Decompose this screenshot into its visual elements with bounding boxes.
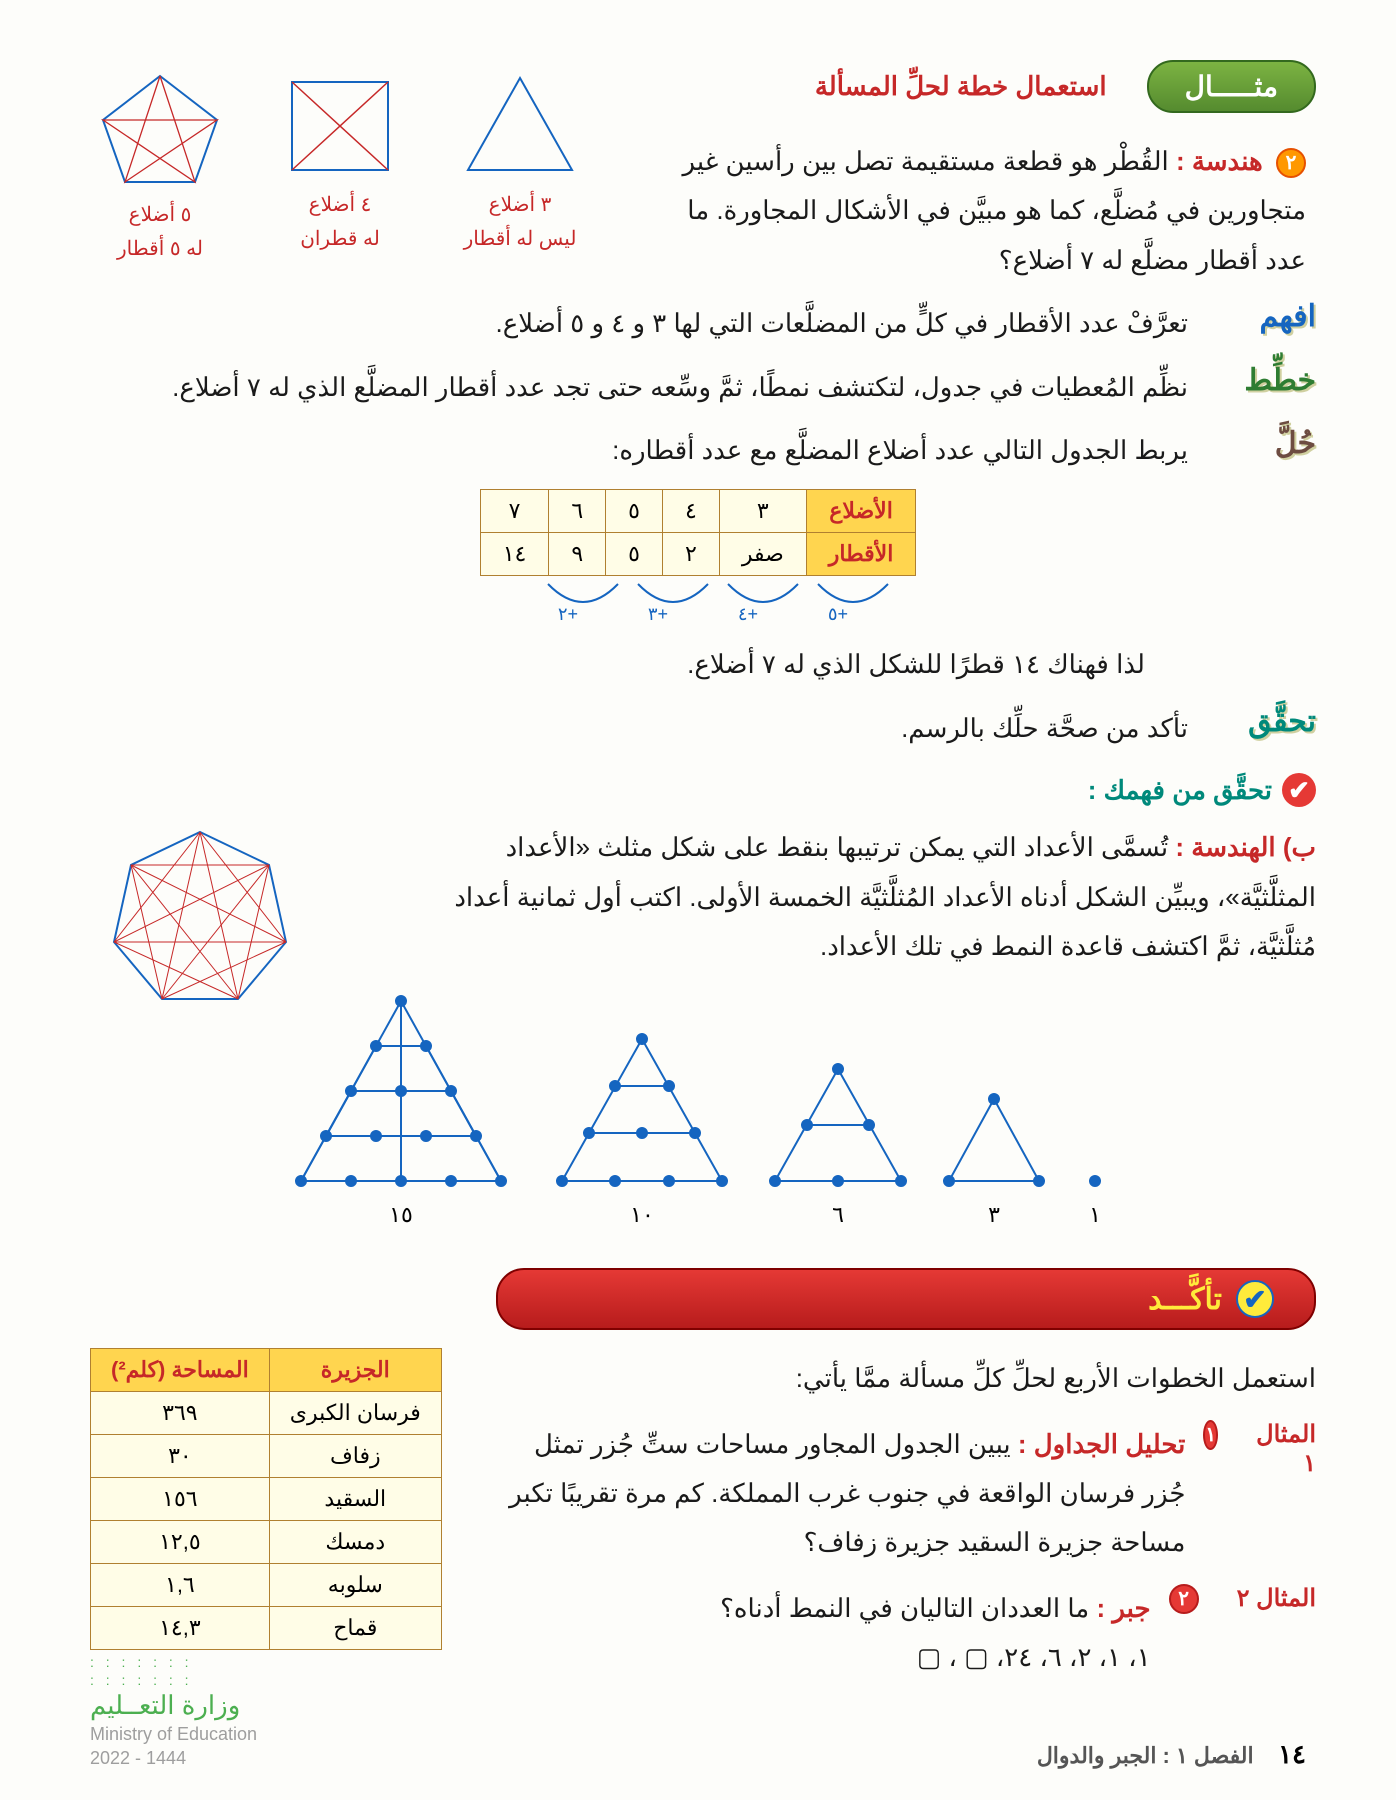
step-check: تحقَّق تأكد من صحَّة حلِّك بالرسم. [80, 704, 1316, 753]
text: تعرَّفْ عدد الأقطار في كلٍّ من المضلَّعا… [80, 299, 1188, 348]
n: ٦ [763, 1202, 913, 1228]
b-label: ب) الهندسة : [1175, 832, 1316, 862]
triangular-numbers: ١٥ ١٠ ٦ ٣ [80, 991, 1316, 1228]
topic: تحليل الجداول : [1018, 1429, 1186, 1459]
label: حُلَّ [1206, 426, 1316, 461]
chapter: الفصل ١ : الجبر والدوال [1037, 1743, 1254, 1768]
example-pill: مثـــــال [1147, 60, 1316, 113]
topic: جبر : [1096, 1593, 1150, 1623]
td: ٣٦٩ [91, 1392, 270, 1435]
td: ٢ [662, 533, 719, 576]
badge: ٢ [1169, 1584, 1199, 1614]
confirm-label: تأكَّـــد [1148, 1282, 1222, 1317]
ref: المثال ٢ [1237, 1584, 1316, 1613]
n: ١٥ [281, 1202, 521, 1228]
td: ١٢,٥ [91, 1521, 270, 1564]
ministry-ar: وزارة التعــليم [90, 1689, 257, 1723]
badge: ١ [1203, 1420, 1218, 1450]
check-icon: ✔ [1236, 1280, 1274, 1318]
td: فرسان الكبرى [269, 1392, 441, 1435]
td: ١٥٦ [91, 1478, 270, 1521]
td: ٧ [480, 490, 549, 533]
text: تأكد من صحَّة حلِّك بالرسم. [80, 704, 1188, 753]
td: دمسك [269, 1521, 441, 1564]
step-understand: افهم تعرَّفْ عدد الأقطار في كلٍّ من المض… [80, 299, 1316, 348]
pentagon-shape [95, 70, 225, 190]
heptagon-figure [100, 820, 300, 1025]
year: 2022 - 1444 [90, 1747, 257, 1770]
cap: له ٥ أقطار [90, 235, 230, 263]
cap: له قطران [270, 225, 410, 253]
cap: ٥ أضلاع [90, 201, 230, 229]
svg-text:+٢: +٢ [558, 604, 578, 624]
th: المساحة (كلم²) [91, 1349, 270, 1392]
td: ٣ [719, 490, 806, 533]
cap: ٤ أضلاع [270, 191, 410, 219]
check-icon: ✔ [1282, 773, 1316, 807]
square-shape [280, 70, 400, 180]
cap: ٣ أضلاع [450, 191, 590, 219]
td: السقيد [269, 1478, 441, 1521]
page-number: ١٤ [1278, 1739, 1306, 1769]
conclusion: لذا فهناك ١٤ قطرًا للشكل الذي له ٧ أضلاع… [516, 640, 1316, 689]
label: تحقَّق [1206, 704, 1316, 739]
text: نظِّم المُعطيات في جدول، لتكتشف نمطًا، ث… [80, 363, 1188, 412]
step-plan: خطِّط نظِّم المُعطيات في جدول، لتكتشف نم… [80, 363, 1316, 412]
td: ٥ [606, 490, 663, 533]
ministry-logo: : : : : : : :: : : : : : : وزارة التعــل… [90, 1653, 257, 1770]
part-b: ب) الهندسة : تُسمَّى الأعداد التي يمكن ت… [416, 823, 1316, 971]
th: الأضلاع [806, 490, 916, 533]
triangle-shape [460, 70, 580, 180]
svg-text:+٥: +٥ [828, 604, 848, 624]
svg-text:+٣: +٣ [648, 604, 668, 624]
confirm-bar: ✔ تأكَّـــد [496, 1268, 1316, 1330]
td: ٣٠ [91, 1435, 270, 1478]
th: الجزيرة [269, 1349, 441, 1392]
example-subtitle: استعمال خطة لحلِّ المسألة [815, 71, 1107, 102]
text: ما العددان التاليان في النمط أدناه؟ [720, 1593, 1089, 1623]
th: الأقطار [806, 533, 916, 576]
arrows: +٢ +٣ +٤ +٥ [80, 580, 1316, 630]
page-footer: ١٤ الفصل ١ : الجبر والدوال : : : : : : :… [90, 1653, 1306, 1770]
ministry-en: Ministry of Education [90, 1723, 257, 1746]
label: افهم [1206, 299, 1316, 334]
lead: هندسة : [1176, 146, 1263, 176]
problem-2-text: ٢ هندسة : القُطْر هو قطعة مستقيمة تصل بي… [666, 137, 1306, 285]
td: زفاف [269, 1435, 441, 1478]
td: ١,٦ [91, 1564, 270, 1607]
td: ٤ [662, 490, 719, 533]
n: ١ [1075, 1202, 1115, 1228]
td: ٦ [549, 490, 606, 533]
td: قماح [269, 1607, 441, 1650]
label: تحقَّق من فهمك : [1088, 775, 1272, 806]
ref: المثال ١ [1256, 1420, 1316, 1478]
td: سلوبه [269, 1564, 441, 1607]
polygon-shapes: ٣ أضلاع ليس له أقطار ٤ أضلاع له قطران ٥ … [90, 70, 590, 263]
step-solve: حُلَّ يربط الجدول التالي عدد أضلاع المضل… [80, 426, 1316, 475]
n: ١٠ [547, 1202, 737, 1228]
badge-2: ٢ [1276, 148, 1306, 178]
td: ١٤ [480, 533, 549, 576]
exercise-1: المثال ١ ١ تحليل الجداول : يبين الجدول ا… [496, 1420, 1316, 1568]
n: ٣ [939, 1202, 1049, 1228]
text: يربط الجدول التالي عدد أضلاع المضلَّع مع… [80, 426, 1188, 475]
islands-table: الجزيرةالمساحة (كلم²) فرسان الكبرى٣٦٩ زف… [90, 1348, 442, 1650]
td: ٩ [549, 533, 606, 576]
td: ٥ [606, 533, 663, 576]
diagonals-table: الأضلاع ٣ ٤ ٥ ٦ ٧ الأقطار صفر ٢ ٥ ٩ ١٤ [480, 489, 917, 576]
label: خطِّط [1206, 363, 1316, 398]
svg-text:+٤: +٤ [738, 604, 758, 624]
instruction: استعمل الخطوات الأربع لحلِّ كلِّ مسألة م… [496, 1354, 1316, 1403]
check-understanding: ✔ تحقَّق من فهمك : [80, 773, 1316, 807]
cap: ليس له أقطار [450, 225, 590, 253]
td: صفر [719, 533, 806, 576]
td: ١٤,٣ [91, 1607, 270, 1650]
